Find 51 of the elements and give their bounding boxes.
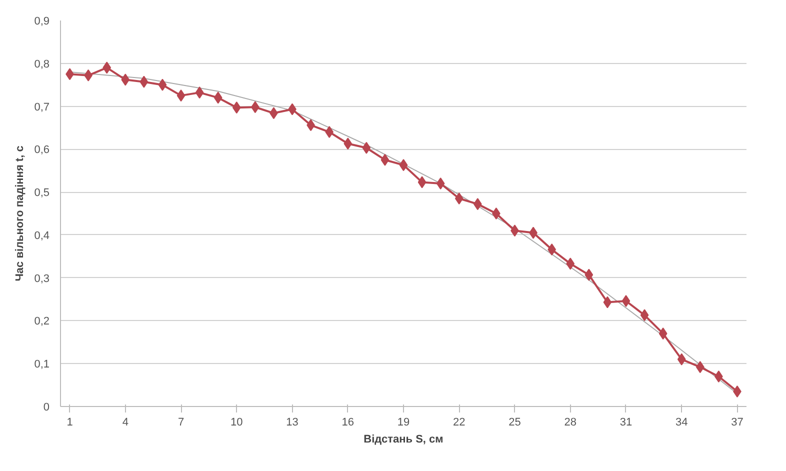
x-tick-label: 19 bbox=[397, 416, 410, 428]
x-tick-label: 1 bbox=[66, 416, 73, 428]
y-tick-label: 0,6 bbox=[34, 144, 50, 156]
x-axis-title: Відстань S, см bbox=[364, 434, 444, 446]
point bbox=[176, 90, 186, 102]
point bbox=[214, 92, 222, 104]
point bbox=[232, 102, 241, 114]
point bbox=[492, 208, 500, 220]
x-tick-label: 37 bbox=[731, 416, 744, 428]
point bbox=[640, 309, 649, 322]
point bbox=[344, 138, 352, 150]
x-tick-label: 7 bbox=[178, 416, 184, 428]
x-tick-label: 34 bbox=[675, 416, 688, 428]
x-tick-label: 31 bbox=[620, 416, 632, 428]
point bbox=[454, 192, 464, 204]
x-tick-label: 28 bbox=[564, 416, 576, 428]
x-tick-label: 13 bbox=[286, 416, 298, 428]
point bbox=[399, 159, 408, 172]
point bbox=[566, 258, 575, 270]
point bbox=[102, 62, 112, 74]
point bbox=[325, 126, 334, 138]
point bbox=[380, 154, 390, 166]
x-tick-label: 25 bbox=[508, 416, 521, 428]
point bbox=[418, 176, 426, 188]
y-axis-title: Час вільного падіння t, с bbox=[14, 146, 26, 282]
x-tick-label: 22 bbox=[453, 416, 466, 428]
y-tick-label: 0,3 bbox=[34, 272, 50, 285]
y-tick-label: 0,5 bbox=[34, 187, 50, 200]
point bbox=[677, 353, 686, 366]
point bbox=[658, 328, 668, 340]
x-tick-label: 10 bbox=[230, 416, 243, 428]
point bbox=[436, 177, 445, 190]
y-tick-label: 0,9 bbox=[34, 16, 50, 28]
y-tick-label: 0,7 bbox=[34, 101, 50, 114]
point bbox=[622, 294, 630, 307]
point bbox=[158, 78, 167, 91]
point bbox=[584, 268, 594, 281]
y-tick-label: 0,8 bbox=[34, 58, 50, 70]
x-tick-label: 16 bbox=[342, 416, 354, 428]
point bbox=[603, 296, 612, 308]
point bbox=[140, 76, 148, 88]
point bbox=[121, 74, 130, 86]
x-tick-label: 4 bbox=[122, 416, 128, 428]
y-tick-label: 0,1 bbox=[34, 358, 50, 371]
y-tick-label: 0 bbox=[43, 402, 50, 414]
point bbox=[362, 142, 371, 154]
y-tick-label: 0,2 bbox=[34, 316, 50, 328]
point bbox=[696, 361, 704, 374]
y-tick-label: 0,4 bbox=[34, 230, 50, 242]
point bbox=[195, 86, 204, 99]
point bbox=[473, 198, 482, 210]
